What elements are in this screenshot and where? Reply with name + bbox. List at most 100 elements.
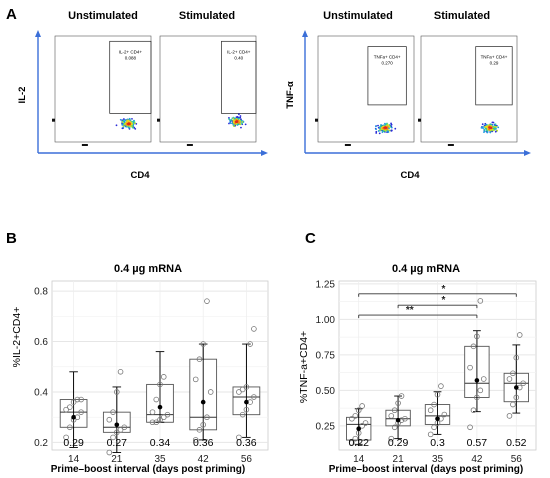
data-point xyxy=(236,389,242,395)
data-point xyxy=(157,381,163,388)
data-point xyxy=(352,435,359,442)
data-point xyxy=(243,384,250,390)
flow-gate xyxy=(367,46,407,106)
data-point xyxy=(359,423,365,429)
data-point xyxy=(192,437,199,443)
flow-event xyxy=(239,115,242,117)
flow-event xyxy=(241,122,243,125)
flow-axis-marker xyxy=(447,144,454,146)
flow-event xyxy=(228,122,230,125)
significance-label: ** xyxy=(406,305,414,316)
data-point xyxy=(513,394,520,401)
flow-event xyxy=(388,129,391,132)
data-point xyxy=(362,420,369,426)
flow-plot-frame xyxy=(54,35,152,143)
data-point xyxy=(513,354,520,361)
y-tick-label: 0.4 xyxy=(34,387,48,398)
flow-event xyxy=(230,119,233,121)
box-group xyxy=(346,403,372,446)
flow-title-tnf-unstimulated: Unstimulated xyxy=(323,10,393,22)
x-tick-label: 21 xyxy=(393,454,405,465)
flow-event xyxy=(121,123,124,126)
data-point xyxy=(106,416,113,423)
data-point xyxy=(352,413,359,419)
significance-label: * xyxy=(442,284,446,295)
mean-point xyxy=(474,378,480,383)
flow-event xyxy=(122,118,125,120)
chart-b-title: 0.4 µg mRNA xyxy=(114,263,182,275)
mean-point xyxy=(395,417,401,423)
flow-event xyxy=(489,131,492,134)
data-point xyxy=(467,424,473,431)
data-point xyxy=(153,419,160,426)
mean-point xyxy=(200,399,206,405)
data-point xyxy=(349,440,355,446)
mean-point xyxy=(114,422,120,428)
data-point xyxy=(204,298,210,304)
significance-bracket: ** xyxy=(358,305,478,319)
data-point xyxy=(431,424,437,431)
chart-c-title: 0.4 µg mRNA xyxy=(392,263,460,275)
flow-event xyxy=(494,123,497,126)
flow-event xyxy=(127,123,130,126)
data-point xyxy=(349,415,355,422)
flow-event xyxy=(388,125,391,128)
data-point xyxy=(391,407,398,414)
flow-event xyxy=(379,125,382,128)
data-point xyxy=(506,376,513,382)
flow-event xyxy=(390,126,393,129)
flow-gate-value: 0.40 xyxy=(234,55,243,60)
data-point xyxy=(67,424,73,431)
x-tick-label: 21 xyxy=(111,454,123,465)
flow-title-il2-stimulated: Stimulated xyxy=(179,10,235,22)
data-point xyxy=(149,409,156,415)
flow-gate-name: IL-2+ CD4+ xyxy=(227,49,251,54)
y-tick-label: 1.25 xyxy=(316,279,336,290)
data-point xyxy=(243,406,250,413)
flow-arrow-x-left xyxy=(261,150,268,156)
flow-event xyxy=(387,130,389,133)
data-point xyxy=(67,404,73,410)
flow-axis-marker xyxy=(186,144,193,146)
flow-event xyxy=(132,120,135,123)
flow-event xyxy=(237,113,240,116)
data-point xyxy=(106,449,113,456)
flow-event xyxy=(122,119,125,122)
value-label: 0.34 xyxy=(150,437,171,449)
flow-event xyxy=(491,128,494,131)
flow-event xyxy=(480,126,483,129)
chart-c-xlabel: Prime–boost interval (days post priming) xyxy=(329,464,523,475)
data-point xyxy=(427,431,434,438)
data-point xyxy=(110,409,116,415)
data-point xyxy=(153,396,160,403)
flow-gate xyxy=(109,40,152,114)
value-label: 0.36 xyxy=(193,437,214,449)
flow-arrow-x-right xyxy=(524,150,531,156)
flow-axis-marker xyxy=(157,118,160,122)
flow-xlabel-cd4-right: CD4 xyxy=(400,170,420,181)
flow-event xyxy=(235,116,238,119)
data-point xyxy=(239,411,246,418)
data-point xyxy=(402,415,408,422)
mean-point xyxy=(244,399,249,405)
data-point xyxy=(434,391,441,398)
data-point xyxy=(441,411,448,418)
significance-bracket: * xyxy=(358,284,517,297)
data-point xyxy=(395,400,401,406)
data-point xyxy=(398,393,405,399)
data-point xyxy=(506,413,513,419)
data-point xyxy=(117,427,124,433)
data-point xyxy=(480,376,487,382)
flow-event xyxy=(121,121,124,123)
data-point xyxy=(63,406,69,413)
flow-event xyxy=(379,129,381,131)
box-group xyxy=(385,393,411,442)
flow-event xyxy=(486,131,489,134)
panel-b-label: B xyxy=(6,230,17,247)
flow-event xyxy=(394,127,397,130)
flow-plot: IL-2+ CD4+0.40 xyxy=(157,35,257,146)
y-tick-label: 0.75 xyxy=(316,350,336,361)
flow-event xyxy=(134,122,136,125)
flow-event xyxy=(130,125,133,128)
value-label: 0.27 xyxy=(107,437,128,449)
